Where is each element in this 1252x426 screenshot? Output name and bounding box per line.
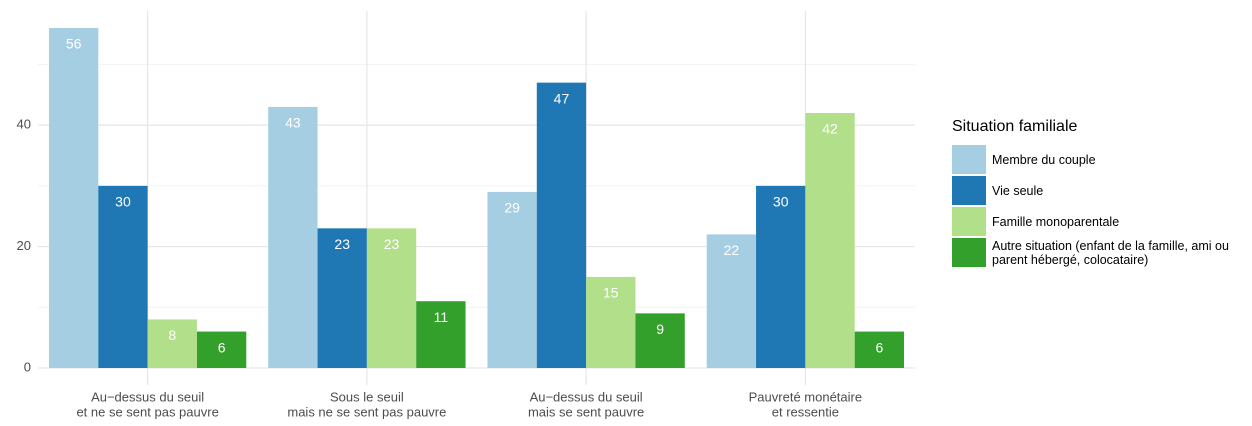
bar (487, 191, 537, 368)
legend-key (952, 145, 986, 174)
bar (147, 319, 197, 368)
x-tick-label: Au−dessus du seuil (530, 389, 643, 404)
value-label: 6 (875, 339, 883, 355)
value-label: 11 (434, 309, 449, 325)
bar (48, 28, 99, 368)
bar (805, 113, 855, 368)
x-tick-label: et ne se sent pas pauvre (76, 404, 218, 419)
value-label: 23 (334, 236, 350, 252)
value-label: 42 (822, 121, 838, 137)
legend-label: Autre situation (enfant de la famille, a… (992, 238, 1229, 267)
x-tick-label: Sous le seuil (330, 389, 404, 404)
legend-key (952, 207, 986, 236)
legend-label: Famille monoparentale (992, 214, 1120, 229)
bar (586, 276, 636, 368)
value-label: 29 (504, 200, 520, 216)
legend-key (952, 238, 986, 267)
value-label: 6 (218, 339, 226, 355)
legend-entry: Membre du couple (952, 144, 1252, 175)
x-tick-label: Pauvreté monétaire (749, 389, 862, 404)
bar (536, 82, 587, 369)
y-tick-label: 20 (17, 238, 31, 253)
y-tick-label: 40 (17, 117, 31, 132)
value-label: 22 (724, 242, 740, 258)
legend-entry: Famille monoparentale (952, 206, 1252, 237)
legend: Situation familiale Membre du couple Vie … (952, 118, 1252, 268)
legend-label: Membre du couple (992, 152, 1096, 167)
bar (317, 228, 367, 368)
bar (756, 185, 806, 368)
value-label: 9 (656, 321, 664, 337)
bar (706, 234, 757, 368)
bar (98, 185, 148, 368)
value-label: 47 (554, 90, 570, 106)
value-label: 43 (285, 115, 301, 131)
bar (196, 331, 247, 368)
value-label: 8 (168, 327, 176, 343)
bar (268, 106, 318, 368)
y-tick-label: 0 (24, 359, 31, 374)
x-tick-label: mais ne se sent pas pauvre (287, 404, 446, 419)
value-label: 15 (603, 285, 619, 301)
x-tick-label: mais se sent pauvre (528, 404, 644, 419)
bar (854, 331, 905, 368)
bar (416, 301, 466, 368)
legend-label: Vie seule (992, 183, 1044, 198)
value-label: 56 (66, 36, 82, 52)
legend-title: Situation familiale (952, 118, 1078, 135)
value-label: 30 (773, 194, 789, 210)
legend-entry: Autre situation (enfant de la famille, a… (952, 237, 1252, 268)
x-tick-label: Au−dessus du seuil (91, 389, 204, 404)
value-label: 30 (115, 194, 131, 210)
value-label: 23 (384, 236, 400, 252)
legend-key (952, 176, 986, 205)
legend-entry: Vie seule (952, 175, 1252, 206)
bar (635, 313, 685, 368)
x-tick-label: et ressentie (772, 404, 839, 419)
bar (366, 228, 417, 368)
